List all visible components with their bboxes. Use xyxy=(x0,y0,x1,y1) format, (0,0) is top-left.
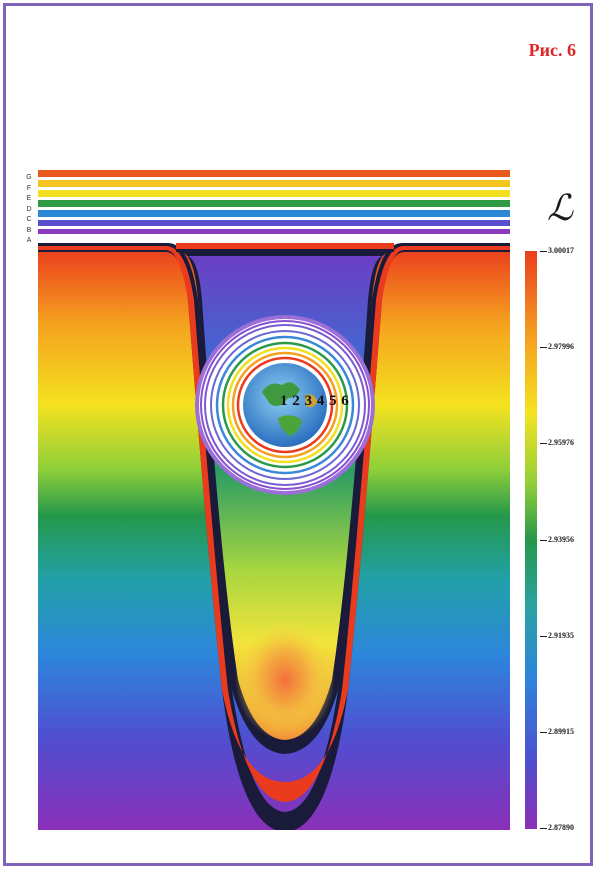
level-letter-a: A xyxy=(26,237,32,244)
colorbar-tick-5: 2.89915 xyxy=(540,727,574,736)
earth-label: 1 2 3 4 5 6 xyxy=(280,393,350,409)
colorbar-gradient xyxy=(525,251,537,829)
colorbar-title: ℒ xyxy=(547,188,573,229)
colorbar xyxy=(525,251,537,829)
well-top-bar xyxy=(176,243,394,249)
earth-globe xyxy=(243,363,327,447)
level-letter-f: F xyxy=(26,184,32,192)
level-letter-b: B xyxy=(26,226,32,234)
colorbar-tick-6: 2.87890 xyxy=(540,823,574,832)
colorbar-tick-1: 2.97996 xyxy=(540,342,574,351)
level-letter-c: C xyxy=(26,216,32,223)
level-letter-g: G xyxy=(26,174,32,181)
level-letters: G F E D C B A xyxy=(22,173,36,247)
well-core-glow xyxy=(235,620,335,740)
colorbar-tick-0: 3.00017 xyxy=(540,246,574,255)
orbit-rings xyxy=(195,315,375,495)
level-letter-e: E xyxy=(26,195,32,202)
colorbar-tick-3: 2.93956 xyxy=(540,535,574,544)
figure-frame xyxy=(3,3,593,866)
level-letter-d: D xyxy=(26,205,32,213)
earth-continent-3 xyxy=(305,394,318,408)
colorbar-tick-4: 2.91935 xyxy=(540,631,574,640)
level-stripes xyxy=(38,170,510,241)
colorbar-tick-2: 2.95976 xyxy=(540,438,574,447)
figure-label: Рис. 6 xyxy=(528,40,576,60)
earth-continent xyxy=(262,382,300,406)
earth-continent-2 xyxy=(278,415,302,436)
